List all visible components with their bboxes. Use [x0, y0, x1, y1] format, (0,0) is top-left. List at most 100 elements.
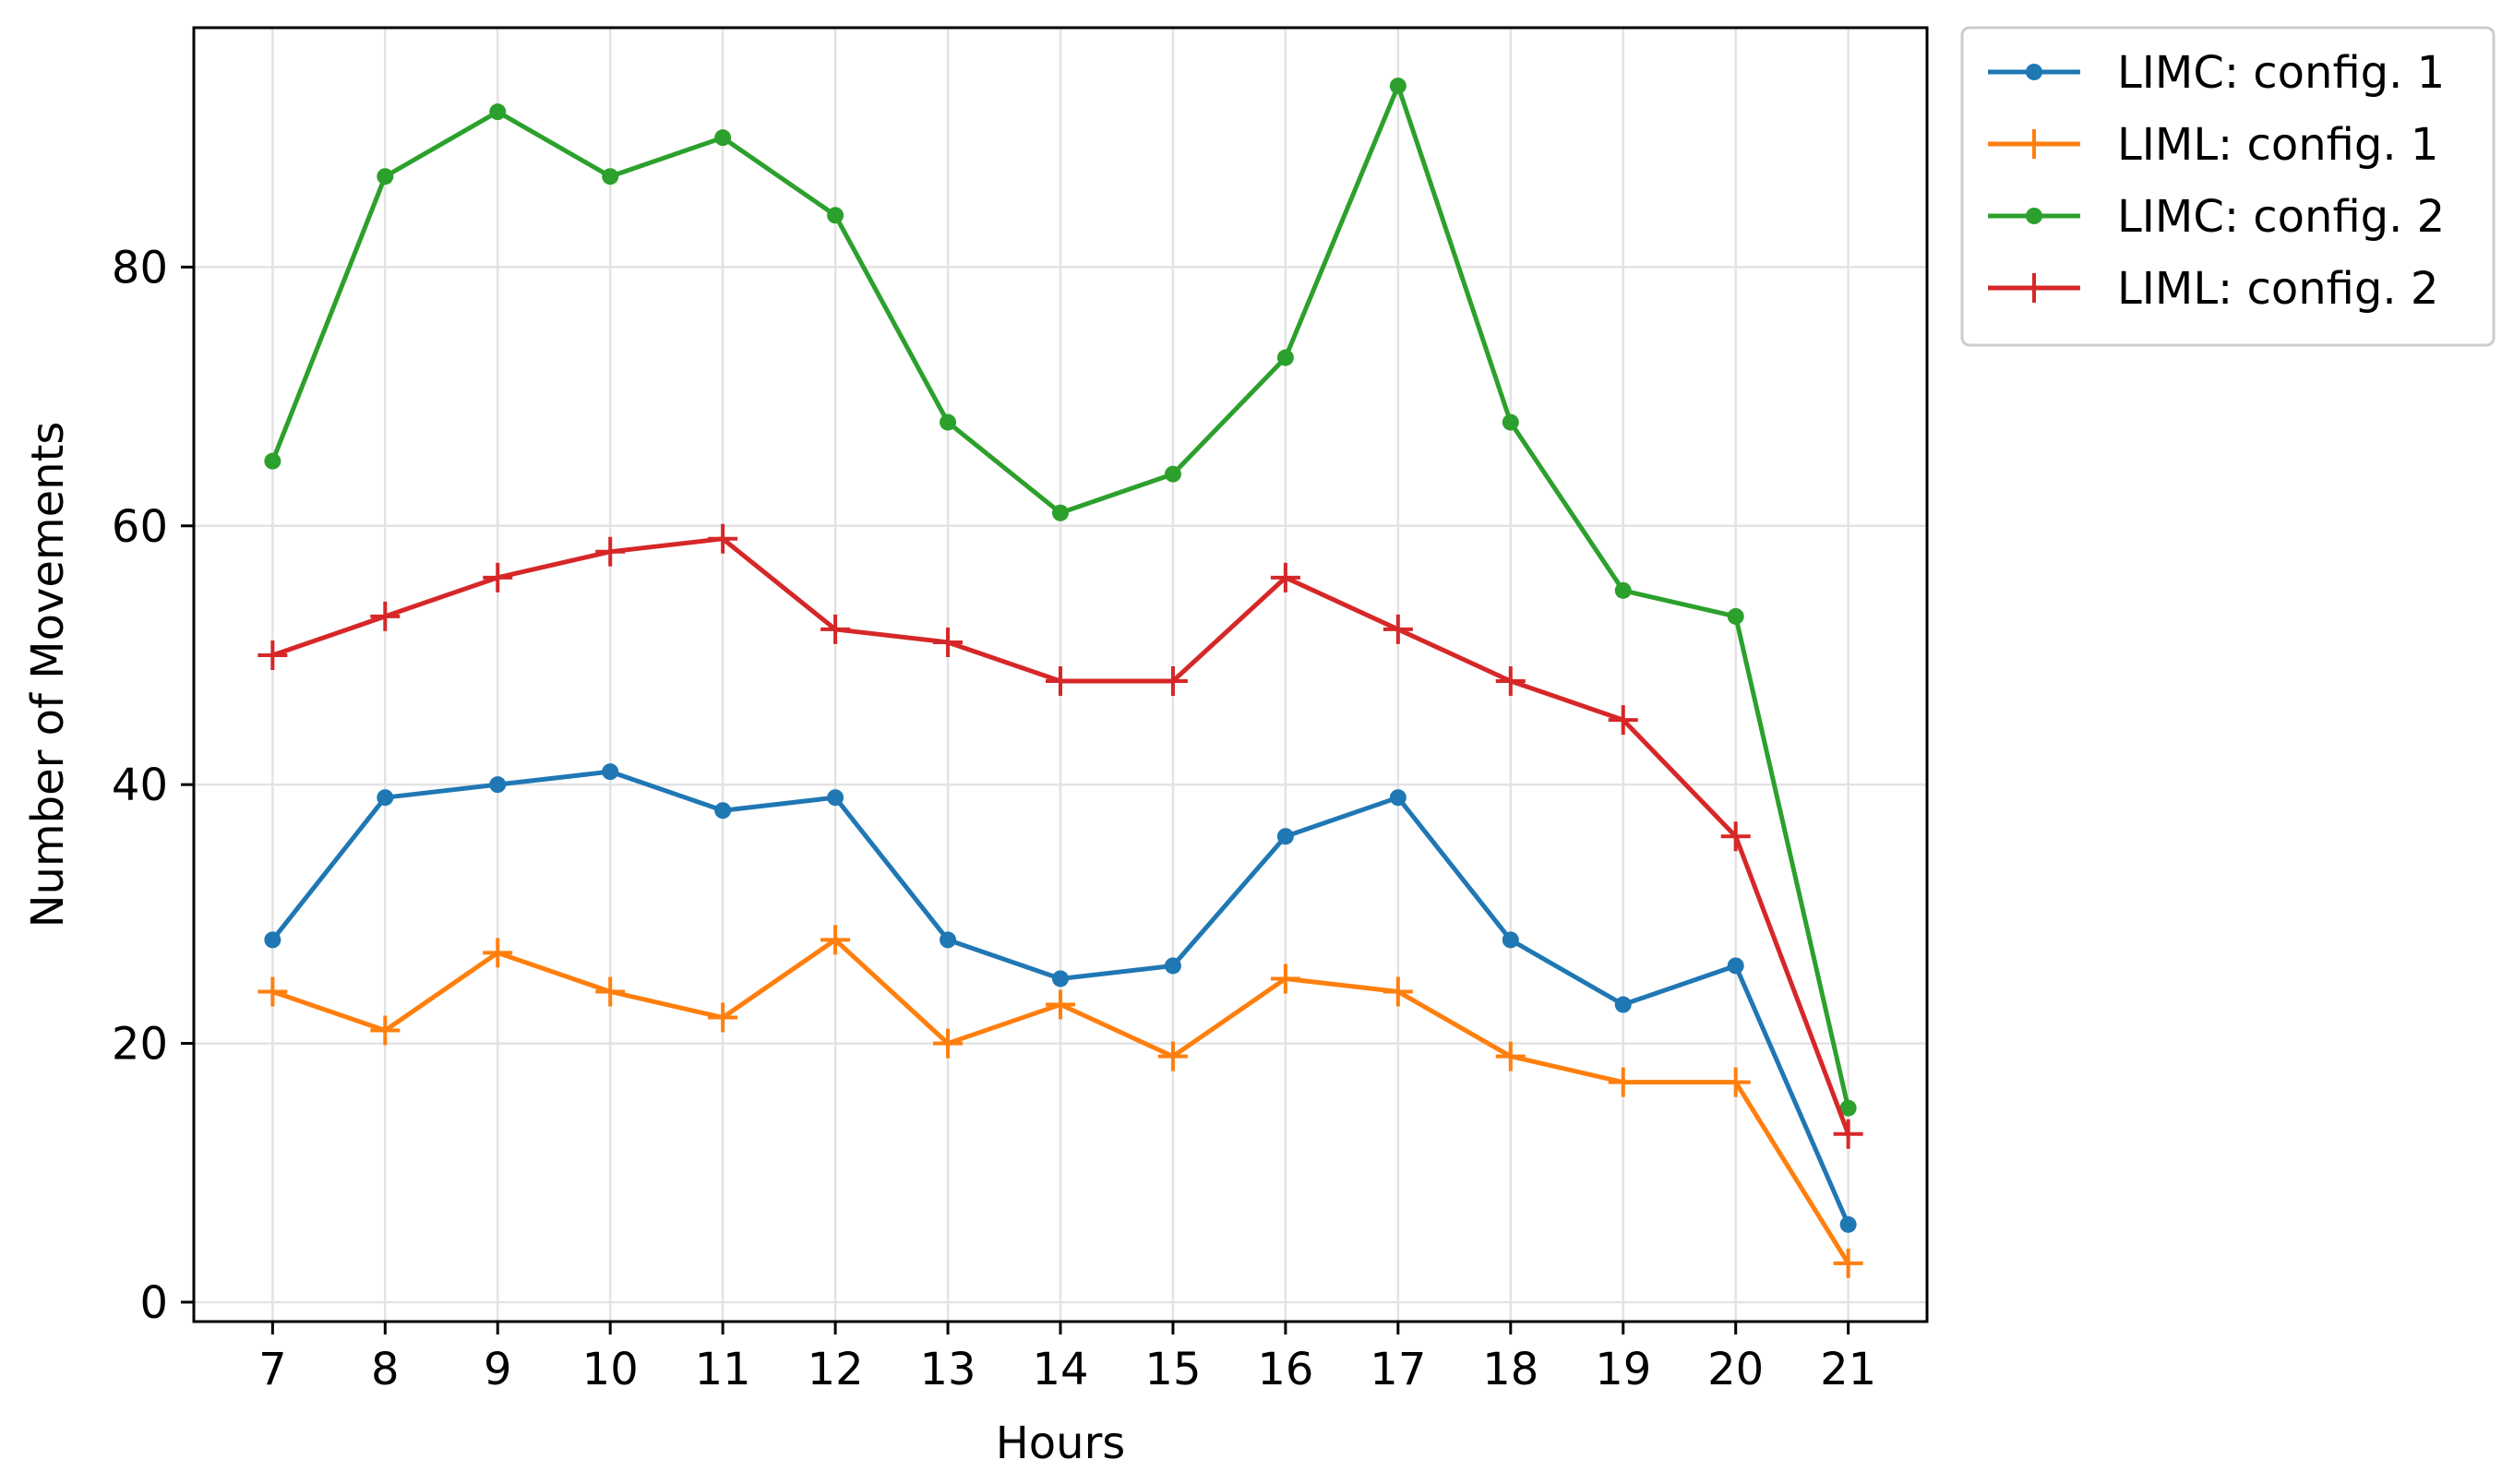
x-tick-label: 16: [1257, 1344, 1313, 1395]
point-marker: [1164, 957, 1181, 975]
point-marker: [1389, 789, 1407, 807]
point-marker: [940, 413, 957, 431]
series-3: [264, 78, 1857, 1117]
point-marker: [370, 1015, 401, 1046]
x-tick-label: 20: [1707, 1344, 1764, 1395]
legend-label: LIMC: config. 1: [2117, 47, 2445, 99]
series-2: [257, 925, 1863, 1278]
x-tick-label: 12: [808, 1344, 864, 1395]
point-marker: [1495, 1041, 1526, 1071]
point-marker: [714, 129, 732, 147]
point-marker: [377, 168, 394, 186]
point-marker: [1614, 581, 1632, 599]
point-marker: [714, 802, 732, 820]
point-marker: [1052, 970, 1069, 987]
y-tick-label: 60: [112, 501, 168, 553]
y-axis: 0 20 40 60 80: [112, 242, 194, 1329]
point-marker: [483, 562, 513, 592]
x-axis-label: Hours: [996, 1418, 1126, 1469]
point-marker: [1383, 614, 1413, 644]
x-tick-label: 10: [582, 1344, 639, 1395]
point-marker: [1270, 562, 1300, 592]
legend-label: LIML: config. 1: [2117, 119, 2438, 171]
y-axis-label: Number of Movements: [22, 422, 74, 928]
point-marker: [1839, 1215, 1857, 1233]
point-marker: [1720, 821, 1751, 852]
point-marker: [1157, 1041, 1188, 1071]
point-marker: [1502, 413, 1519, 431]
point-marker: [708, 523, 738, 554]
point-marker: [257, 976, 288, 1007]
point-marker: [1383, 976, 1413, 1007]
point-marker: [257, 640, 288, 670]
point-marker: [820, 614, 851, 644]
point-marker: [2026, 64, 2042, 80]
point-marker: [1608, 705, 1638, 736]
x-tick-label: 13: [920, 1344, 976, 1395]
point-marker: [595, 976, 626, 1007]
point-marker: [264, 931, 281, 949]
point-marker: [1720, 1067, 1751, 1097]
point-marker: [2019, 273, 2049, 303]
x-tick-label: 8: [371, 1344, 400, 1395]
point-marker: [1502, 931, 1519, 949]
x-axis: 7 8 9 10 11 12 13 14 15 16 17 18 19 20 21: [258, 1322, 1876, 1395]
x-tick-label: 18: [1482, 1344, 1538, 1395]
point-marker: [1727, 607, 1744, 625]
legend-box: [1960, 26, 2496, 347]
point-marker: [1276, 349, 1294, 366]
point-marker: [1833, 1119, 1863, 1149]
point-marker: [370, 601, 401, 631]
point-marker: [827, 789, 844, 807]
x-tick-label: 17: [1370, 1344, 1426, 1395]
point-marker: [1389, 78, 1407, 95]
point-marker: [1276, 828, 1294, 845]
point-marker: [489, 776, 507, 794]
point-marker: [2019, 129, 2049, 159]
point-marker: [827, 207, 844, 224]
grid: [194, 28, 1927, 1322]
y-tick-label: 40: [112, 760, 168, 811]
x-tick-label: 14: [1032, 1344, 1088, 1395]
point-marker: [2026, 208, 2042, 224]
point-marker: [1046, 666, 1075, 697]
legend-item: LIML: config. 2: [1988, 263, 2438, 315]
x-tick-label: 19: [1595, 1344, 1651, 1395]
point-marker: [1046, 989, 1075, 1020]
x-tick-label: 11: [695, 1344, 751, 1395]
series-4: [257, 523, 1863, 1149]
series-group: [257, 78, 1863, 1278]
point-marker: [1164, 465, 1181, 483]
legend-item: LIMC: config. 2: [1988, 191, 2445, 243]
x-tick-label: 15: [1144, 1344, 1201, 1395]
point-marker: [708, 1002, 738, 1033]
point-marker: [377, 789, 394, 807]
point-marker: [1833, 1248, 1863, 1278]
point-marker: [940, 931, 957, 949]
x-tick-label: 9: [484, 1344, 512, 1395]
legend-label: LIML: config. 2: [2117, 263, 2438, 315]
point-marker: [1052, 504, 1069, 521]
point-marker: [1495, 666, 1526, 697]
point-marker: [264, 452, 281, 470]
point-marker: [1157, 666, 1188, 697]
series-1: [264, 763, 1857, 1233]
legend-label: LIMC: config. 2: [2117, 191, 2445, 243]
point-marker: [933, 627, 964, 657]
legend-item: LIML: config. 1: [1988, 119, 2438, 171]
point-marker: [1614, 996, 1632, 1013]
point-marker: [820, 925, 851, 955]
point-marker: [1608, 1067, 1638, 1097]
point-marker: [933, 1028, 964, 1059]
point-marker: [1270, 963, 1300, 994]
x-tick-label: 21: [1820, 1344, 1876, 1395]
point-marker: [1727, 957, 1744, 975]
legend: LIMC: config. 1 LIML: config. 1 LIMC: conf…: [1960, 26, 2496, 347]
y-tick-label: 20: [112, 1019, 168, 1071]
legend-item: LIMC: config. 1: [1988, 47, 2445, 99]
point-marker: [483, 938, 513, 968]
x-tick-label: 7: [258, 1344, 287, 1395]
point-marker: [602, 168, 619, 186]
y-tick-label: 80: [112, 242, 168, 293]
